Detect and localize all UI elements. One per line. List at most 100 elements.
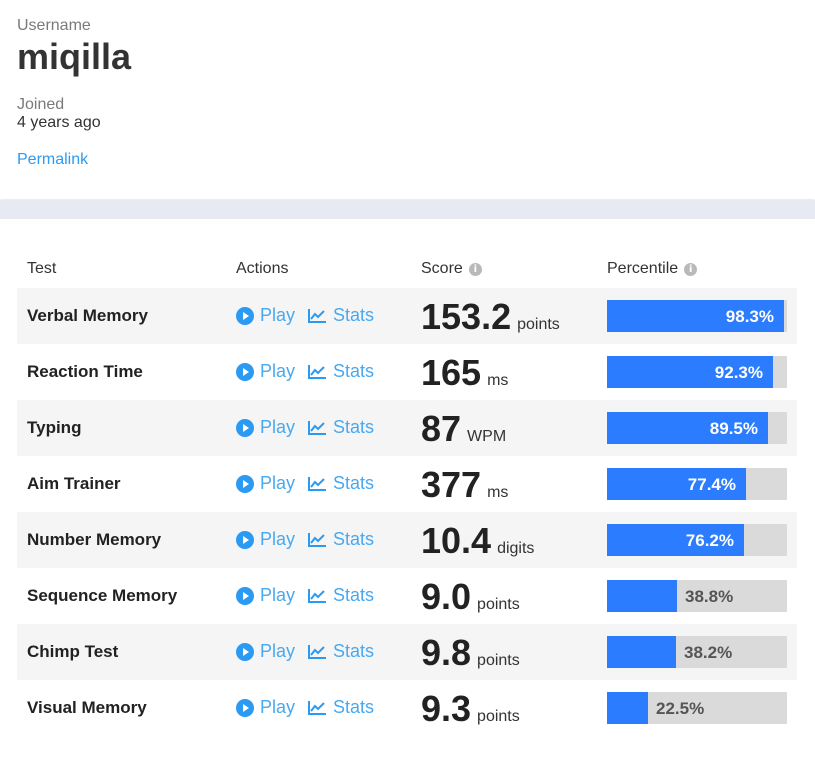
stats-button[interactable]: Stats: [308, 641, 374, 662]
table-row: Typing Play Stats 87 WPM 89.5%: [17, 400, 797, 456]
score: 153.2 points: [421, 296, 560, 338]
score-unit: WPM: [467, 428, 507, 445]
header-actions-label: Actions: [236, 260, 289, 277]
header-test: Test: [27, 260, 56, 278]
table-row: Reaction Time Play Stats 165 ms 92.3%: [17, 344, 797, 400]
score-unit: ms: [487, 484, 509, 501]
line-chart-icon: [308, 309, 326, 323]
percentile-bar-fill: [607, 412, 768, 444]
score: 10.4 digits: [421, 520, 534, 562]
header-score-label: Score: [421, 260, 463, 277]
percentile-value: 76.2%: [685, 531, 734, 550]
stats-button[interactable]: Stats: [308, 529, 374, 550]
line-chart-icon: [308, 421, 326, 435]
percentile-value: 22.5%: [656, 699, 705, 718]
play-circle-icon: [236, 362, 254, 381]
percentile-value: 38.8%: [685, 587, 734, 606]
score-value: 377: [421, 464, 482, 505]
percentile-bar: 92.3%: [607, 356, 787, 388]
score-value: 9.3: [421, 688, 472, 729]
score-value: 153.2: [421, 296, 512, 337]
play-button[interactable]: Play: [236, 473, 295, 494]
play-circle-icon: [236, 698, 254, 717]
info-icon[interactable]: i: [684, 262, 698, 276]
percentile-value: 92.3%: [714, 363, 763, 382]
play-label: Play: [260, 641, 296, 661]
stats-label: Stats: [333, 305, 375, 325]
score-unit: points: [477, 596, 520, 613]
score: 377 ms: [421, 464, 508, 506]
table-body: Verbal Memory Play Stats 153.2 points 98…: [17, 288, 797, 736]
percentile-bar: 77.4%: [607, 468, 787, 500]
play-label: Play: [260, 529, 296, 549]
percentile-bar-fill: [607, 692, 648, 724]
percentile-bar-fill: [607, 580, 677, 612]
score-value: 9.8: [421, 632, 472, 673]
stats-button[interactable]: Stats: [308, 585, 374, 606]
stats-label: Stats: [333, 361, 375, 381]
percentile-bar: 76.2%: [607, 524, 787, 556]
header-actions: Actions: [236, 260, 288, 278]
play-button[interactable]: Play: [236, 585, 295, 606]
play-label: Play: [260, 585, 296, 605]
score-unit: points: [477, 708, 520, 725]
info-icon[interactable]: i: [468, 262, 482, 276]
header-percentile-label: Percentile: [607, 260, 679, 277]
stats-button[interactable]: Stats: [308, 305, 374, 326]
score: 9.0 points: [421, 576, 520, 618]
percentile-bar: 38.8%: [607, 580, 787, 612]
test-name: Reaction Time: [27, 362, 143, 381]
play-label: Play: [260, 361, 296, 381]
joined-label: Joined: [17, 96, 65, 113]
percentile-bar-fill: [607, 356, 773, 388]
play-button[interactable]: Play: [236, 361, 295, 382]
play-label: Play: [260, 473, 296, 493]
scores-table: Test Actions Score i Percentile i Verbal…: [17, 252, 797, 736]
play-button[interactable]: Play: [236, 529, 295, 550]
username-value: miqilla: [17, 36, 132, 77]
percentile-value: 89.5%: [709, 419, 758, 438]
play-circle-icon: [236, 530, 254, 549]
score-value: 10.4: [421, 520, 492, 561]
percentile-bar: 98.3%: [607, 300, 787, 332]
percentile-bar-fill: [607, 300, 784, 332]
play-circle-icon: [236, 586, 254, 605]
stats-button[interactable]: Stats: [308, 473, 374, 494]
line-chart-icon: [308, 533, 326, 547]
test-name: Sequence Memory: [27, 586, 178, 605]
play-circle-icon: [236, 306, 254, 325]
play-circle-icon: [236, 418, 254, 437]
line-chart-icon: [308, 701, 326, 715]
play-button[interactable]: Play: [236, 417, 295, 438]
table-row: Number Memory Play Stats 10.4 digits 76.…: [17, 512, 797, 568]
permalink-link[interactable]: Permalink: [17, 151, 89, 168]
score-value: 87: [421, 408, 462, 449]
play-circle-icon: [236, 474, 254, 493]
stats-button[interactable]: Stats: [308, 697, 374, 718]
stats-button[interactable]: Stats: [308, 417, 374, 438]
play-button[interactable]: Play: [236, 697, 295, 718]
profile-card: Username miqilla Joined 4 years ago Perm…: [0, 0, 815, 199]
percentile-bar: 38.2%: [607, 636, 787, 668]
username-label: Username: [17, 17, 91, 34]
table-header: Test Actions Score i Percentile i: [17, 252, 797, 288]
line-chart-icon: [308, 365, 326, 379]
line-chart-icon: [308, 477, 326, 491]
test-name: Verbal Memory: [27, 306, 148, 325]
play-button[interactable]: Play: [236, 641, 295, 662]
score: 165 ms: [421, 352, 508, 394]
stats-label: Stats: [333, 641, 375, 661]
play-button[interactable]: Play: [236, 305, 295, 326]
percentile-bar: 22.5%: [607, 692, 787, 724]
percentile-value: 98.3%: [725, 307, 774, 326]
table-row: Sequence Memory Play Stats 9.0 points 38…: [17, 568, 797, 624]
stats-label: Stats: [333, 417, 375, 437]
test-name: Chimp Test: [27, 642, 119, 661]
stats-label: Stats: [333, 585, 375, 605]
test-name: Visual Memory: [27, 698, 147, 717]
percentile-value: 38.2%: [684, 643, 733, 662]
line-chart-icon: [308, 589, 326, 603]
header-score: Score i: [421, 260, 482, 278]
percentile-bar: 89.5%: [607, 412, 787, 444]
stats-button[interactable]: Stats: [308, 361, 374, 382]
